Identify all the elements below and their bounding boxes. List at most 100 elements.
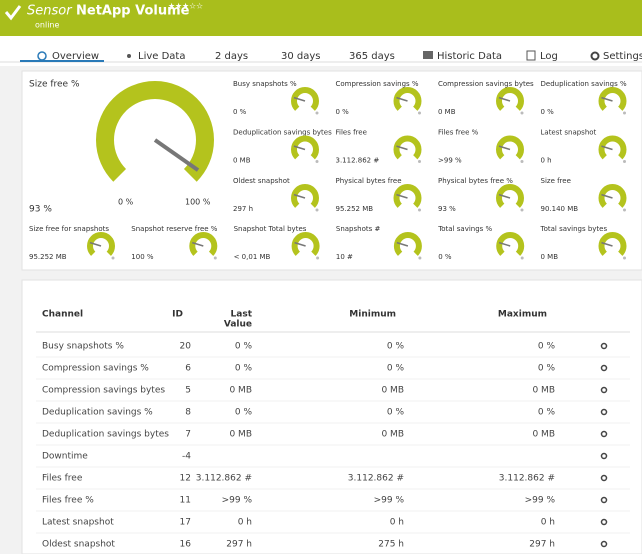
- table-cell: 0 %: [387, 342, 405, 352]
- row-settings-icon[interactable]: [600, 540, 608, 548]
- gauge-arc: [598, 135, 627, 160]
- gauge-needle: [396, 241, 409, 247]
- main-gauge-max: 100 %: [185, 198, 211, 207]
- table-cell: 7: [185, 430, 191, 440]
- tab[interactable]: Settings: [603, 51, 642, 62]
- table-cell: 8: [185, 408, 191, 418]
- row-settings-icon[interactable]: [600, 408, 608, 416]
- table-cell: Compression savings %: [42, 364, 149, 374]
- row-settings-icon[interactable]: [600, 364, 608, 372]
- table-cell: 0 h: [541, 518, 555, 528]
- tile-label[interactable]: Deduplication savings %: [541, 80, 627, 88]
- tile-label[interactable]: Snapshot Total bytes: [234, 225, 307, 233]
- table-cell: 0 %: [235, 342, 253, 352]
- gauge-arc: [291, 184, 319, 208]
- tab[interactable]: Historic Data: [437, 51, 502, 62]
- row-settings-icon[interactable]: [600, 430, 608, 438]
- tile-label[interactable]: Busy snapshots %: [233, 80, 297, 88]
- table-panel: [21, 279, 642, 554]
- row-settings-icon[interactable]: [600, 518, 608, 526]
- table-cell: >99 %: [222, 496, 253, 506]
- sensor-prefix: Sensor: [27, 4, 73, 19]
- gauge-arc: [496, 232, 525, 256]
- sensor-title: NetApp Volume: [76, 4, 190, 19]
- tile-icon: [418, 208, 421, 212]
- status-check: [4, 5, 22, 21]
- tab[interactable]: 30 days: [281, 51, 321, 62]
- table-cell: 0 %: [235, 364, 253, 374]
- gauge-arc: [393, 232, 422, 256]
- table-cell: 11: [180, 496, 191, 506]
- row-settings-icon[interactable]: [600, 496, 608, 504]
- tile-value: 0 MB: [541, 253, 559, 261]
- tile-icon: [623, 111, 626, 115]
- tile-value: 297 h: [233, 205, 253, 213]
- table-cell: 16: [180, 540, 192, 550]
- tile-label[interactable]: Total savings bytes: [540, 225, 608, 233]
- tile-label[interactable]: Latest snapshot: [541, 129, 597, 137]
- tile-icon: [623, 208, 626, 212]
- column-header[interactable]: Maximum: [498, 310, 547, 320]
- column-header[interactable]: Channel: [42, 310, 83, 320]
- tile-value: 0 %: [336, 108, 350, 116]
- tile-label[interactable]: Compression savings %: [336, 80, 419, 88]
- row-settings-icon[interactable]: [600, 386, 608, 394]
- tile-label[interactable]: Size free for snapshots: [29, 225, 109, 233]
- tile-label[interactable]: Snapshot reserve free %: [131, 225, 218, 233]
- gauge-needle: [293, 145, 306, 151]
- row-settings-icon[interactable]: [600, 452, 608, 460]
- column-header[interactable]: Minimum: [349, 310, 396, 320]
- tile-icon: [520, 111, 524, 115]
- tab-icon: [37, 51, 47, 61]
- table-cell: >99 %: [374, 496, 405, 506]
- table-cell: 17: [180, 518, 191, 528]
- table-cell: Busy snapshots %: [42, 342, 124, 352]
- tab[interactable]: 2 days: [215, 51, 248, 62]
- column-header[interactable]: Value: [224, 320, 252, 330]
- tile-label[interactable]: Deduplication savings bytes: [233, 129, 332, 137]
- priority-stars[interactable]: ★ ★ ★ ☆ ☆: [168, 2, 203, 11]
- tile-icon: [520, 208, 524, 212]
- table-cell: Files free %: [42, 496, 94, 506]
- tile-label[interactable]: Physical bytes free %: [438, 177, 513, 185]
- gauge-arc: [189, 232, 218, 256]
- tile-value: 93 %: [438, 205, 456, 213]
- star: ☆: [196, 2, 203, 11]
- tile-label[interactable]: Total savings %: [437, 225, 492, 233]
- tile-label[interactable]: Compression savings bytes: [438, 80, 534, 88]
- table-cell: Compression savings bytes: [42, 386, 165, 396]
- table-cell: 0 %: [538, 408, 556, 418]
- active-tab-underline: [20, 60, 104, 62]
- table-cell: 6: [185, 364, 191, 374]
- table-cell: 0 h: [390, 518, 404, 528]
- table-cell: 0 h: [238, 518, 252, 528]
- main-gauge-min: 0 %: [118, 198, 134, 207]
- gauge-arc: [291, 232, 320, 256]
- tile-value: 0 MB: [233, 157, 251, 165]
- tile-label[interactable]: Files free: [336, 129, 367, 137]
- tile-label[interactable]: Snapshots #: [336, 225, 381, 233]
- gauge-arc: [291, 87, 319, 111]
- gauge-needle: [192, 241, 204, 247]
- row-settings-icon[interactable]: [600, 474, 608, 482]
- column-header[interactable]: Last: [231, 310, 253, 320]
- tile-label[interactable]: Size free: [541, 177, 571, 185]
- tab[interactable]: 365 days: [349, 51, 395, 62]
- tile-value: 0 %: [438, 253, 452, 261]
- table-cell: 0 MB: [532, 386, 555, 396]
- tab[interactable]: Overview: [52, 51, 99, 62]
- gauge-needle: [498, 193, 511, 199]
- tile-label[interactable]: Files free %: [438, 129, 479, 137]
- table-cell: Deduplication savings bytes: [42, 430, 169, 440]
- tile-label[interactable]: Oldest snapshot: [233, 177, 290, 185]
- tab[interactable]: Live Data: [138, 51, 185, 62]
- gauge-needle: [601, 241, 613, 247]
- tab[interactable]: Log: [540, 51, 558, 62]
- column-header[interactable]: ID: [172, 310, 183, 320]
- row-settings-icon[interactable]: [600, 342, 608, 350]
- main-gauge-value: 93 %: [29, 205, 52, 215]
- gauge-arc: [598, 184, 627, 208]
- tile-label[interactable]: Physical bytes free: [336, 177, 402, 185]
- tile-icon: [418, 111, 421, 115]
